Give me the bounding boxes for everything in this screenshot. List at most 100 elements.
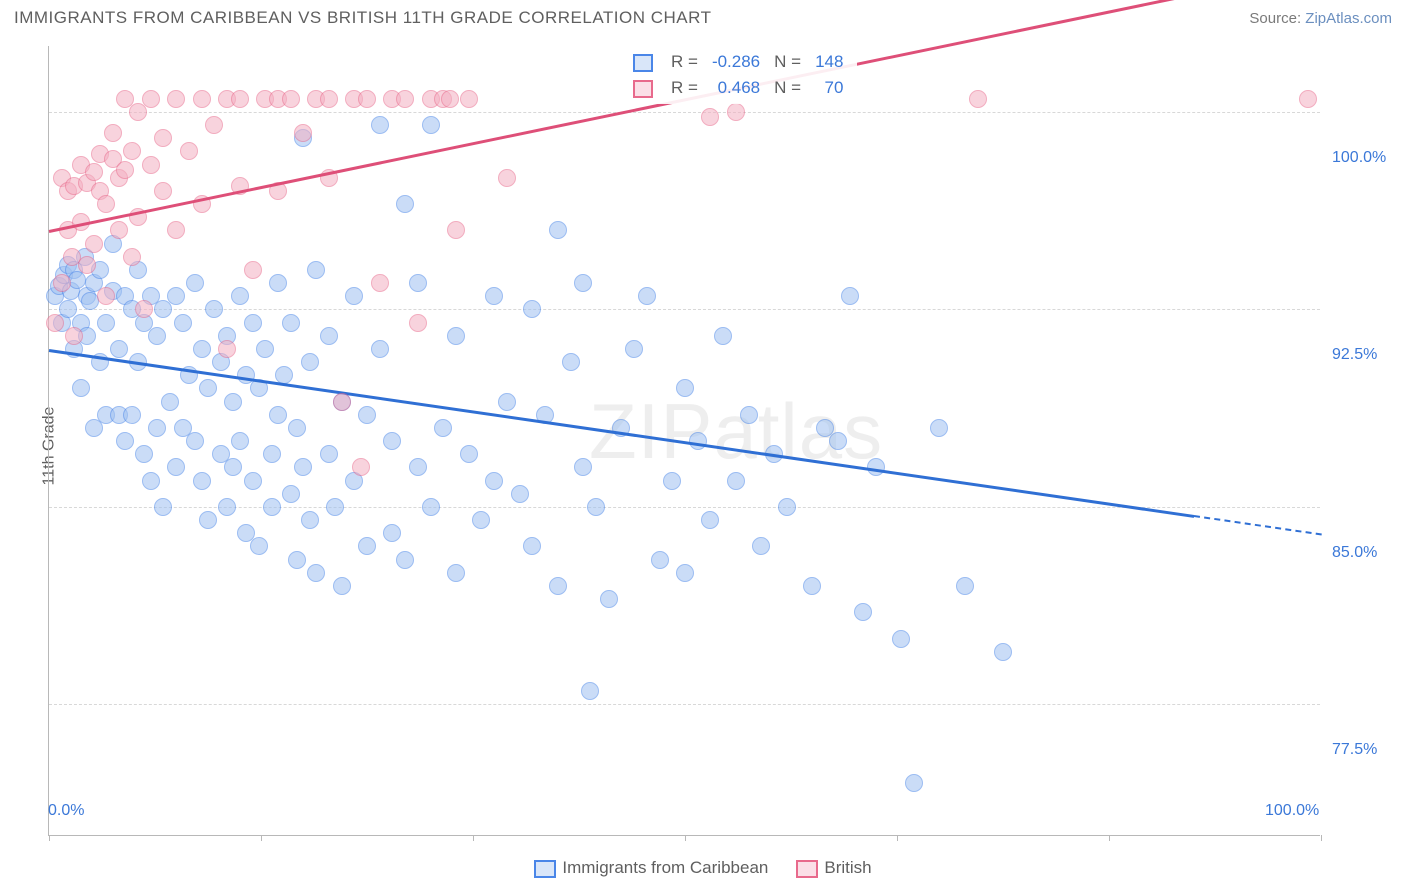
scatter-point-caribbean — [154, 498, 172, 516]
scatter-point-caribbean — [434, 419, 452, 437]
scatter-point-caribbean — [301, 511, 319, 529]
legend-swatch — [633, 80, 653, 98]
correlation-legend: R =-0.286N =148R =0.468N =70 — [619, 46, 857, 104]
scatter-point-british — [104, 124, 122, 142]
x-tick-mark — [685, 835, 686, 841]
source-prefix: Source: — [1249, 10, 1305, 27]
scatter-point-caribbean — [581, 682, 599, 700]
x-tick-label: 0.0% — [48, 802, 84, 820]
scatter-point-caribbean — [282, 485, 300, 503]
scatter-point-caribbean — [892, 630, 910, 648]
scatter-point-british — [231, 90, 249, 108]
scatter-point-british — [333, 393, 351, 411]
scatter-point-caribbean — [447, 327, 465, 345]
scatter-point-caribbean — [326, 498, 344, 516]
scatter-point-caribbean — [371, 116, 389, 134]
scatter-point-caribbean — [396, 195, 414, 213]
scatter-point-caribbean — [485, 472, 503, 490]
scatter-point-british — [205, 116, 223, 134]
plot-area: ZIPatlas R =-0.286N =148R =0.468N =70 — [48, 46, 1320, 836]
scatter-point-caribbean — [829, 432, 847, 450]
scatter-point-british — [193, 90, 211, 108]
scatter-point-caribbean — [600, 590, 618, 608]
scatter-point-caribbean — [269, 406, 287, 424]
scatter-point-caribbean — [422, 116, 440, 134]
scatter-point-british — [396, 90, 414, 108]
scatter-point-caribbean — [549, 577, 567, 595]
scatter-point-caribbean — [574, 458, 592, 476]
trendline-caribbean-dashed — [1194, 515, 1321, 535]
scatter-point-caribbean — [307, 261, 325, 279]
scatter-point-caribbean — [161, 393, 179, 411]
scatter-point-british — [97, 195, 115, 213]
scatter-point-caribbean — [523, 300, 541, 318]
x-tick-label: 100.0% — [1265, 802, 1319, 820]
scatter-point-caribbean — [460, 445, 478, 463]
y-tick-label: 77.5% — [1332, 741, 1377, 759]
scatter-point-caribbean — [447, 564, 465, 582]
scatter-point-british — [460, 90, 478, 108]
scatter-point-british — [116, 161, 134, 179]
scatter-point-british — [358, 90, 376, 108]
scatter-point-caribbean — [244, 314, 262, 332]
scatter-point-caribbean — [523, 537, 541, 555]
scatter-point-caribbean — [135, 445, 153, 463]
scatter-point-british — [53, 274, 71, 292]
scatter-point-caribbean — [256, 340, 274, 358]
scatter-point-caribbean — [199, 379, 217, 397]
scatter-point-british — [441, 90, 459, 108]
x-tick-mark — [261, 835, 262, 841]
scatter-point-caribbean — [193, 472, 211, 490]
scatter-point-caribbean — [752, 537, 770, 555]
scatter-point-caribbean — [689, 432, 707, 450]
scatter-point-british — [154, 129, 172, 147]
scatter-point-caribbean — [409, 458, 427, 476]
scatter-point-british — [320, 90, 338, 108]
scatter-point-caribbean — [186, 432, 204, 450]
scatter-point-british — [409, 314, 427, 332]
scatter-point-caribbean — [727, 472, 745, 490]
y-tick-label: 85.0% — [1332, 544, 1377, 562]
scatter-point-caribbean — [116, 432, 134, 450]
trendline-british — [49, 0, 1322, 233]
bottom-legend: Immigrants from Caribbean British — [0, 858, 1406, 878]
scatter-point-british — [110, 221, 128, 239]
y-tick-label: 92.5% — [1332, 346, 1377, 364]
scatter-point-caribbean — [218, 498, 236, 516]
legend-r-label: R = — [665, 76, 704, 100]
gridline-h — [49, 309, 1320, 310]
legend-label-caribbean: Immigrants from Caribbean — [562, 858, 768, 877]
scatter-point-british — [701, 108, 719, 126]
scatter-point-caribbean — [663, 472, 681, 490]
scatter-point-caribbean — [905, 774, 923, 792]
scatter-point-british — [135, 300, 153, 318]
scatter-point-caribbean — [409, 274, 427, 292]
scatter-point-british — [85, 235, 103, 253]
scatter-point-caribbean — [472, 511, 490, 529]
scatter-point-caribbean — [148, 327, 166, 345]
scatter-point-caribbean — [320, 327, 338, 345]
scatter-point-caribbean — [231, 432, 249, 450]
scatter-point-british — [352, 458, 370, 476]
scatter-point-british — [85, 163, 103, 181]
legend-item-british: British — [796, 858, 871, 878]
scatter-point-caribbean — [345, 287, 363, 305]
scatter-point-caribbean — [174, 314, 192, 332]
scatter-point-british — [180, 142, 198, 160]
scatter-point-caribbean — [701, 511, 719, 529]
x-tick-mark — [897, 835, 898, 841]
source-attribution: Source: ZipAtlas.com — [1249, 10, 1392, 27]
scatter-point-british — [167, 90, 185, 108]
scatter-point-caribbean — [250, 537, 268, 555]
scatter-point-caribbean — [301, 353, 319, 371]
scatter-point-caribbean — [994, 643, 1012, 661]
source-link[interactable]: ZipAtlas.com — [1305, 10, 1392, 27]
scatter-point-caribbean — [574, 274, 592, 292]
scatter-point-caribbean — [930, 419, 948, 437]
scatter-point-british — [969, 90, 987, 108]
scatter-point-caribbean — [97, 314, 115, 332]
x-tick-mark — [1109, 835, 1110, 841]
scatter-point-caribbean — [676, 564, 694, 582]
scatter-point-caribbean — [81, 292, 99, 310]
scatter-point-british — [498, 169, 516, 187]
